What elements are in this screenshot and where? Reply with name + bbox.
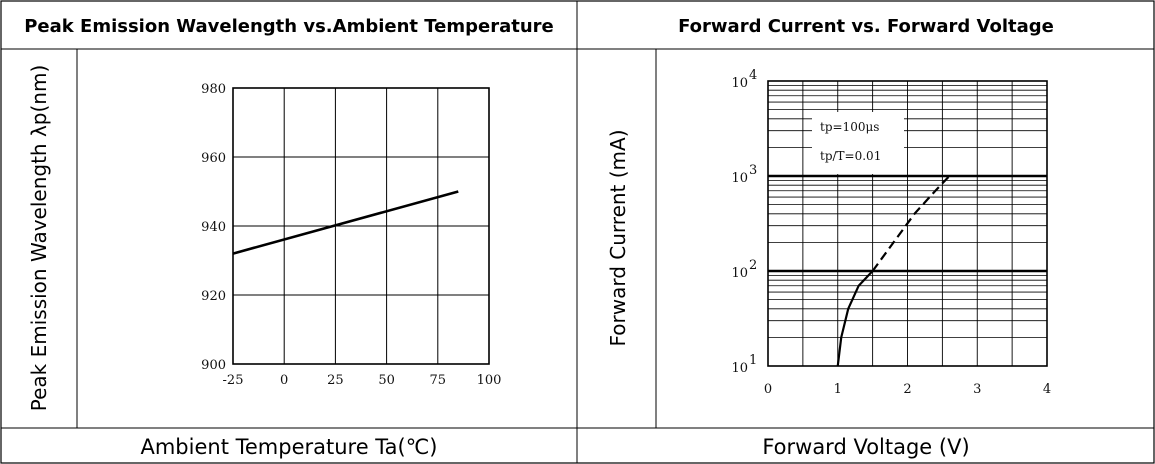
annotation-background xyxy=(812,112,904,174)
x-tick-label: 75 xyxy=(430,373,447,388)
x-tick-label: 0 xyxy=(764,382,772,397)
series-line-dashed xyxy=(871,175,951,272)
x-tick-label: 4 xyxy=(1043,382,1051,397)
y-tick-exponent: 3 xyxy=(749,163,757,178)
annotation-text: tp=100μs xyxy=(820,120,879,134)
y-tick-label: 10 xyxy=(731,266,748,281)
x-tick-label: 25 xyxy=(327,373,344,388)
series-line xyxy=(232,190,459,255)
y-tick-exponent: 4 xyxy=(749,68,757,83)
y-tick-label: 900 xyxy=(201,358,226,373)
x-tick-label: 3 xyxy=(973,382,981,397)
x-tick-label: 2 xyxy=(903,382,911,397)
x-tick-label: 1 xyxy=(834,382,842,397)
y-tick-label: 10 xyxy=(731,361,748,376)
y-tick-label: 10 xyxy=(731,171,748,186)
wavelength-vs-temperature-chart: -25 0 25 50 75 100 900 920 940 960 980 xyxy=(201,82,501,388)
left-panel-header: Peak Emission Wavelength vs.Ambient Temp… xyxy=(24,16,554,37)
x-tick-label: 50 xyxy=(378,373,395,388)
right-panel-header: Forward Current vs. Forward Voltage xyxy=(678,16,1054,37)
plot-area-border xyxy=(767,80,1048,367)
y-tick-label: 980 xyxy=(201,82,226,97)
annotation-text: tp/T=0.01 xyxy=(820,149,881,163)
y-tick-label: 960 xyxy=(201,151,226,166)
y-tick-exponent: 1 xyxy=(749,353,757,368)
right-panel-footer: Forward Voltage (V) xyxy=(762,435,969,459)
x-tick-label: 100 xyxy=(477,373,502,388)
y-tick-label: 940 xyxy=(201,220,226,235)
left-panel-footer: Ambient Temperature Ta(℃) xyxy=(140,435,437,459)
plot-area-border xyxy=(232,87,490,365)
right-y-axis-label: Forward Current (mA) xyxy=(606,129,630,346)
x-tick-label: 0 xyxy=(280,373,288,388)
left-y-axis-label: Peak Emission Wavelength λp(nm) xyxy=(27,65,51,411)
x-tick-label: -25 xyxy=(223,373,244,388)
y-tick-label: 920 xyxy=(201,289,226,304)
y-tick-label: 10 xyxy=(731,76,748,91)
series-line-solid xyxy=(836,270,874,367)
y-tick-exponent: 2 xyxy=(749,258,757,273)
